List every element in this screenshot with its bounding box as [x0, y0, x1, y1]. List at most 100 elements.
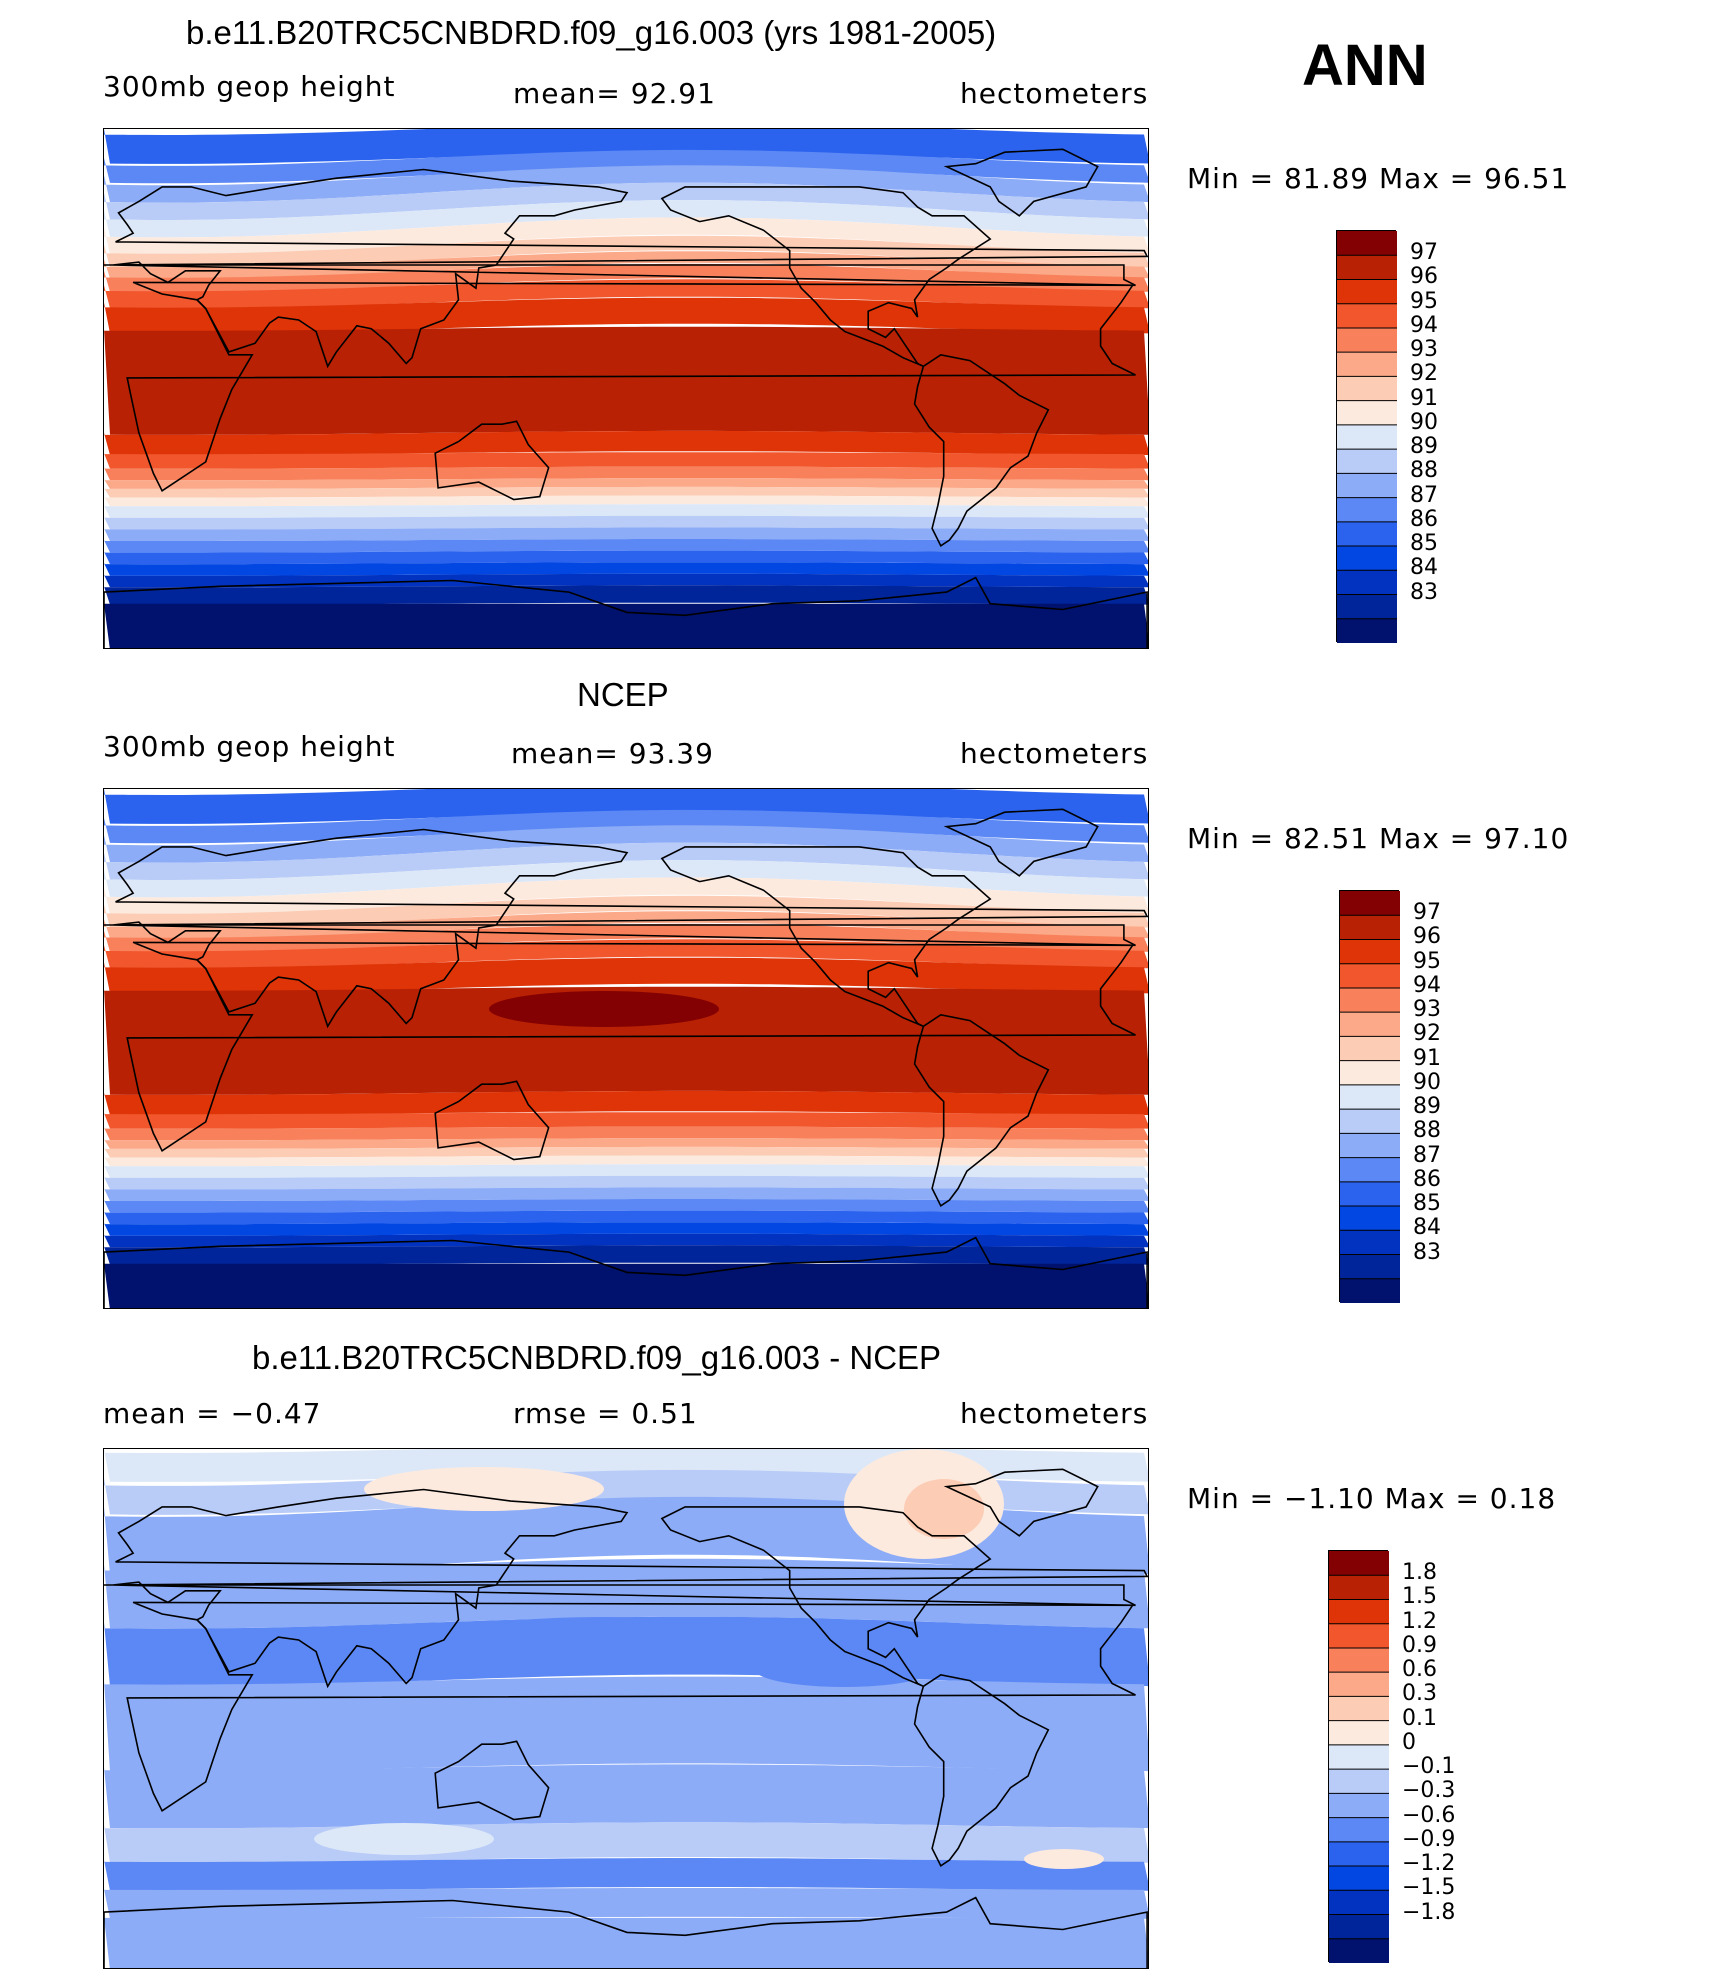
colorbar-swatch: [1340, 1230, 1400, 1256]
colorbar-tick-label: 94: [1410, 312, 1438, 338]
colorbar-swatch: [1337, 449, 1397, 474]
contour-feature: [314, 1823, 494, 1855]
colorbar-tick-label: −1.8: [1402, 1899, 1456, 1925]
panel2-mean-label: mean= 93.39: [511, 737, 714, 770]
contour-band: [104, 1210, 1148, 1225]
colorbar-tick-label: 92: [1410, 361, 1438, 387]
contour-band: [104, 430, 1148, 456]
coastline: [913, 1013, 1050, 1207]
panel3-rmse-label: rmse = 0.51: [513, 1397, 698, 1430]
coastline: [126, 941, 1136, 1152]
colorbar-swatch: [1340, 1181, 1400, 1207]
colorbar-swatch: [1337, 594, 1397, 620]
panel2-map: [103, 788, 1149, 1309]
colorbar-swatch: [1329, 1890, 1389, 1916]
colorbar-swatch: [1340, 1084, 1400, 1110]
panel1-title: b.e11.B20TRC5CNBDRD.f09_g16.003 (yrs 198…: [186, 14, 997, 51]
colorbar-tick-label: 96: [1410, 264, 1438, 290]
contour-band: [104, 1245, 1148, 1265]
colorbar-swatch: [1340, 891, 1400, 916]
colorbar-swatch: [1329, 1647, 1389, 1673]
colorbar-tick-label: 88: [1413, 1118, 1441, 1144]
colorbar-swatch: [1337, 521, 1397, 547]
contour-band: [104, 603, 1148, 648]
colorbar-tick-label: 88: [1410, 458, 1438, 484]
colorbar-tick-label: 0.1: [1402, 1705, 1437, 1731]
colorbar-tick-label: 92: [1413, 1021, 1441, 1047]
colorbar-swatch: [1329, 1769, 1389, 1794]
contour-band: [104, 495, 1148, 507]
colorbar-tick-label: 97: [1413, 900, 1441, 926]
contour-band: [104, 1126, 1148, 1141]
colorbar-tick-label: 86: [1413, 1166, 1441, 1192]
colorbar-tick-label: −1.2: [1402, 1851, 1456, 1877]
coastline: [434, 1080, 550, 1161]
colorbar-swatch: [1329, 1793, 1389, 1819]
contour-feature: [1024, 1849, 1104, 1869]
contour-band: [104, 860, 1148, 898]
colorbar-swatch: [1329, 1599, 1389, 1625]
contour-band: [104, 1858, 1148, 1891]
colorbar-swatch: [1337, 376, 1397, 402]
colorbar-tick-label: −0.9: [1402, 1826, 1456, 1852]
colorbar-tick-label: 0.6: [1402, 1657, 1437, 1683]
coastline: [943, 148, 1099, 217]
colorbar-tick-label: −0.3: [1402, 1778, 1456, 1804]
contour-feature: [904, 1479, 984, 1539]
colorbar-swatch: [1329, 1744, 1389, 1770]
panel3-title: b.e11.B20TRC5CNBDRD.f09_g16.003 - NCEP: [252, 1339, 942, 1376]
colorbar-swatch: [1329, 1575, 1389, 1600]
contour-band: [104, 326, 1148, 435]
colorbar-swatch: [1340, 1206, 1400, 1231]
contour-band: [104, 1175, 1148, 1190]
colorbar-swatch: [1340, 1012, 1400, 1037]
panel1-mean-label: mean= 92.91: [513, 77, 716, 110]
contour-band: [104, 165, 1148, 203]
colorbar-swatch: [1337, 327, 1397, 353]
colorbar-tick-label: 0.3: [1402, 1681, 1437, 1707]
colorbar-swatch: [1329, 1672, 1389, 1697]
colorbar-tick-label: 1.2: [1402, 1608, 1437, 1634]
colorbar-tick-label: 97: [1410, 240, 1438, 266]
colorbar-tick-label: 0.9: [1402, 1632, 1437, 1658]
contour-band: [104, 1263, 1148, 1308]
contour-band: [104, 478, 1148, 489]
contour-band: [104, 1676, 1148, 1772]
panel3-mean-label: mean = −0.47: [103, 1397, 322, 1430]
coastline: [660, 846, 992, 1028]
contour-band: [104, 539, 1148, 553]
panel2-left-label: 300mb geop height: [103, 730, 396, 763]
colorbar-tick-label: 89: [1410, 434, 1438, 460]
colorbar-tick-label: 93: [1410, 337, 1438, 363]
colorbar-tick-label: 85: [1413, 1191, 1441, 1217]
colorbar-tick-label: 90: [1413, 1069, 1441, 1095]
contour-band: [104, 877, 1148, 915]
contour-band: [104, 452, 1148, 469]
contour-band: [104, 1558, 1148, 1629]
coastline: [913, 1673, 1050, 1867]
coastline: [104, 1896, 1148, 1968]
colorbar-tick-label: 1.8: [1402, 1560, 1437, 1586]
colorbar-tick-label: −0.1: [1402, 1754, 1456, 1780]
colorbar-tick-label: 84: [1413, 1215, 1441, 1241]
contour-band: [104, 842, 1148, 880]
contour-band: [104, 1187, 1148, 1201]
colorbar-swatch: [1337, 400, 1397, 426]
panel2-title: NCEP: [577, 676, 669, 713]
coastline: [104, 828, 1148, 1029]
colorbar-swatch: [1340, 1254, 1400, 1280]
coastline: [660, 186, 992, 368]
season-label: ANN: [1302, 33, 1428, 98]
panel2-minmax: Min = 82.51 Max = 97.10: [1187, 822, 1570, 855]
contour-band: [104, 182, 1148, 220]
contour-band: [104, 1888, 1148, 1919]
contour-band: [104, 504, 1148, 518]
panel3-units-label: hectometers: [960, 1397, 1149, 1430]
contour-band: [104, 923, 1148, 953]
colorbar-swatch: [1329, 1938, 1389, 1963]
contour-band: [104, 573, 1148, 588]
contour-band: [104, 217, 1148, 255]
colorbar-tick-label: 96: [1413, 924, 1441, 950]
colorbar-swatch: [1329, 1841, 1389, 1867]
colorbar-swatch: [1340, 1278, 1400, 1303]
